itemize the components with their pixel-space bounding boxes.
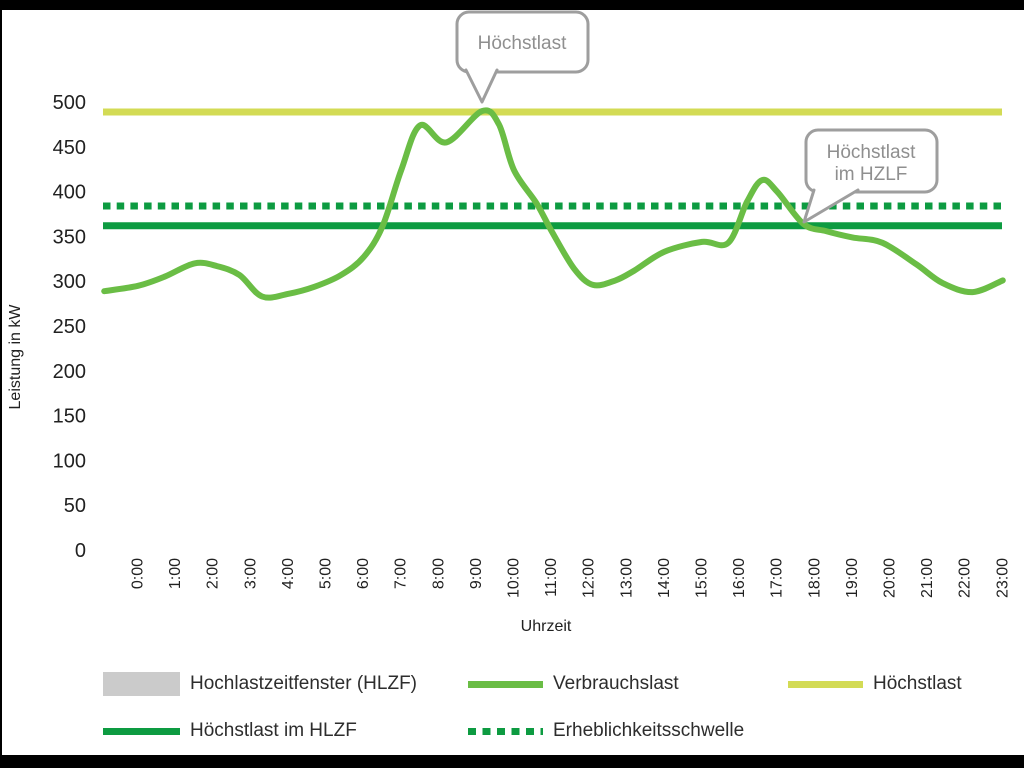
x-tick-label: 17:00 bbox=[769, 558, 786, 598]
x-tick-label: 22:00 bbox=[957, 558, 974, 598]
x-tick-label: 15:00 bbox=[694, 558, 711, 598]
x-tick-label: 20:00 bbox=[882, 558, 899, 598]
x-tick-label: 0:00 bbox=[130, 558, 147, 589]
callout-hoechstlast-hzlf-text-line1: Höchstlast bbox=[827, 142, 916, 163]
x-axis-title: Uhrzeit bbox=[521, 618, 572, 635]
callout-hoechstlast-hzlf-text-line2: im HZLF bbox=[835, 164, 908, 185]
x-tick-label: 4:00 bbox=[280, 558, 297, 589]
x-tick-label: 14:00 bbox=[656, 558, 673, 598]
y-tick-label: 500 bbox=[53, 92, 86, 114]
y-tick-label: 0 bbox=[75, 540, 86, 562]
legend-swatch-hoechstlast bbox=[788, 681, 863, 688]
y-axis-title: Leistung in kW bbox=[7, 304, 24, 410]
x-tick-label: 21:00 bbox=[919, 558, 936, 598]
legend-label-hochlastzeitfenster: Hochlastzeitfenster (HLZF) bbox=[190, 673, 418, 694]
callout-hoechstlast-hzlf: Höchstlast im HZLF bbox=[802, 128, 939, 224]
x-tick-label: 19:00 bbox=[844, 558, 861, 598]
y-tick-label: 350 bbox=[53, 226, 86, 248]
callout-hoechstlast: Höchstlast bbox=[455, 10, 590, 104]
y-tick-label: 50 bbox=[64, 495, 86, 517]
y-tick-label: 150 bbox=[53, 406, 86, 428]
x-tick-label: 12:00 bbox=[581, 558, 598, 598]
y-axis-labels: 0 50 100 150 200 250 300 350 400 450 500 bbox=[53, 92, 86, 562]
callout-hoechstlast-tail bbox=[464, 68, 499, 104]
legend-label-erheblichkeitsschwelle: Erheblichkeitsschwelle bbox=[553, 720, 745, 741]
legend-swatch-verbrauchslast bbox=[468, 681, 543, 688]
callout-hoechstlast-hzlf-tail bbox=[802, 188, 860, 224]
x-tick-label: 3:00 bbox=[242, 558, 259, 589]
callout-hoechstlast-text: Höchstlast bbox=[478, 33, 567, 54]
x-tick-label: 1:00 bbox=[167, 558, 184, 589]
letterbox-left bbox=[0, 0, 2, 768]
letterbox-top bbox=[0, 0, 1024, 10]
y-tick-label: 450 bbox=[53, 137, 86, 159]
x-tick-label: 9:00 bbox=[468, 558, 485, 589]
legend-swatch-erheblichkeitsschwelle bbox=[468, 728, 543, 735]
x-tick-label: 23:00 bbox=[994, 558, 1011, 598]
verbrauchslast-curve bbox=[101, 107, 1006, 301]
legend-swatch-hoechstlast-im-hlzf bbox=[103, 728, 180, 735]
y-tick-label: 100 bbox=[53, 450, 86, 472]
x-tick-label: 16:00 bbox=[731, 558, 748, 598]
x-tick-label: 7:00 bbox=[393, 558, 410, 589]
y-tick-label: 200 bbox=[53, 361, 86, 383]
x-tick-label: 2:00 bbox=[205, 558, 222, 589]
x-tick-label: 6:00 bbox=[355, 558, 372, 589]
x-tick-label: 13:00 bbox=[618, 558, 635, 598]
y-tick-label: 300 bbox=[53, 271, 86, 293]
callout-hoechstlast-hzlf-box bbox=[804, 128, 939, 194]
letterbox-bottom bbox=[0, 755, 1024, 768]
x-tick-label: 8:00 bbox=[430, 558, 447, 589]
legend-label-hoechstlast: Höchstlast bbox=[873, 673, 962, 694]
legend-label-verbrauchslast: Verbrauchslast bbox=[553, 673, 679, 694]
x-tick-label: 10:00 bbox=[506, 558, 523, 598]
x-tick-label: 5:00 bbox=[318, 558, 335, 589]
legend-label-hoechstlast-im-hlzf: Höchstlast im HLZF bbox=[190, 720, 357, 741]
x-tick-label: 18:00 bbox=[806, 558, 823, 598]
y-tick-label: 400 bbox=[53, 182, 86, 204]
y-tick-label: 250 bbox=[53, 316, 86, 338]
x-tick-label: 11:00 bbox=[543, 558, 560, 597]
legend-swatch-hochlastzeitfenster bbox=[103, 672, 180, 696]
callout-hoechstlast-box bbox=[455, 10, 590, 74]
x-axis-labels: 0:00 1:00 2:00 3:00 4:00 5:00 6:00 7:00 8:00 9:00… bbox=[130, 558, 1012, 598]
